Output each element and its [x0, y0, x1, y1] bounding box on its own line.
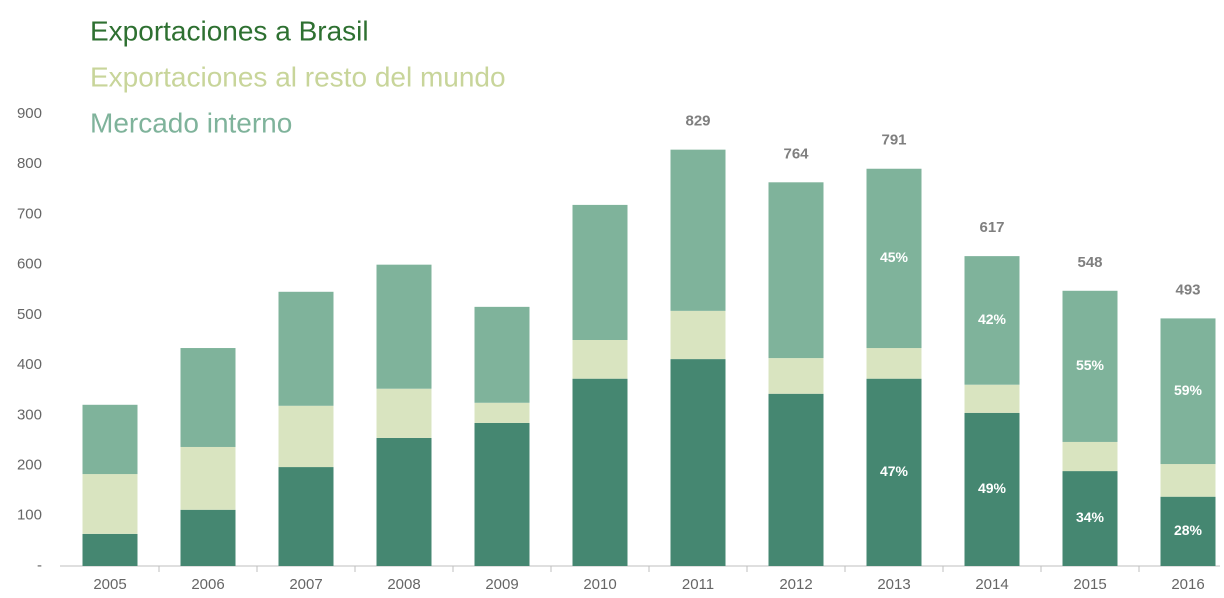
x-tick-label: 2009: [485, 576, 518, 593]
total-label: 791: [881, 132, 906, 149]
percent-label: 49%: [978, 480, 1007, 496]
y-tick-label: 400: [17, 356, 42, 373]
bar-segment: [572, 378, 628, 566]
bar-segment: [866, 348, 922, 379]
total-label: 548: [1077, 254, 1102, 271]
x-tick-label: 2005: [93, 576, 126, 593]
y-tick-label: 600: [17, 256, 42, 273]
bar-segment: [964, 256, 1020, 385]
bar-segment: [670, 359, 726, 566]
percent-label: 42%: [978, 311, 1007, 327]
bar-segment: [180, 348, 236, 447]
x-tick-label: 2010: [583, 576, 616, 593]
x-tick-label: 2016: [1171, 576, 1204, 593]
bar-segment: [572, 340, 628, 379]
legend-label: Exportaciones a Brasil: [90, 15, 369, 46]
bar-segment: [866, 378, 922, 566]
bar-segment: [1160, 464, 1216, 497]
x-tick-label: 2012: [779, 576, 812, 593]
total-label: 829: [685, 113, 710, 130]
bar-segment: [768, 182, 824, 359]
percent-label: 28%: [1174, 522, 1203, 538]
bar-segment: [82, 404, 138, 475]
bar-segment: [670, 310, 726, 360]
bar-segment: [1062, 441, 1118, 472]
x-tick-label: 2015: [1073, 576, 1106, 593]
percent-label: 34%: [1076, 509, 1105, 525]
y-tick-label: -: [37, 557, 42, 574]
percent-label: 45%: [880, 249, 909, 265]
bar-segment: [474, 306, 530, 403]
bar-segment: [1062, 471, 1118, 566]
bar-segment: [1160, 496, 1216, 566]
bar-segment: [474, 422, 530, 566]
y-tick-label: 100: [17, 507, 42, 524]
total-label: 493: [1175, 281, 1200, 298]
x-tick-label: 2006: [191, 576, 224, 593]
bar-segment: [376, 388, 432, 438]
legend-label: Mercado interno: [90, 107, 292, 138]
percent-label: 47%: [880, 463, 909, 479]
percent-label: 55%: [1076, 357, 1105, 373]
bar-segment: [278, 405, 334, 468]
bar-segment: [180, 509, 236, 566]
bar-segment: [82, 533, 138, 566]
bar-segment: [376, 264, 432, 389]
bar-segment: [180, 446, 236, 510]
total-label: 617: [979, 219, 1004, 236]
x-tick-label: 2008: [387, 576, 420, 593]
bar-segment: [670, 149, 726, 311]
bar-segment: [82, 474, 138, 534]
y-tick-label: 200: [17, 457, 42, 474]
bar-segment: [278, 291, 334, 406]
x-tick-label: 2007: [289, 576, 322, 593]
bar-segment: [768, 393, 824, 566]
bar-segment: [572, 204, 628, 340]
x-tick-label: 2013: [877, 576, 910, 593]
y-tick-label: 900: [17, 105, 42, 122]
bar-segment: [474, 402, 530, 423]
bar-segment: [964, 412, 1020, 566]
bar-segment: [278, 467, 334, 566]
y-tick-label: 300: [17, 406, 42, 423]
bar-segment: [768, 358, 824, 394]
x-tick-label: 2011: [682, 576, 714, 593]
bar-segment: [376, 437, 432, 566]
percent-label: 59%: [1174, 382, 1203, 398]
total-label: 764: [783, 145, 809, 162]
legend-label: Exportaciones al resto del mundo: [90, 61, 506, 92]
y-tick-label: 500: [17, 306, 42, 323]
bar-segment: [1062, 290, 1118, 442]
bar-segment: [1160, 318, 1216, 465]
x-tick-label: 2014: [975, 576, 1008, 593]
y-tick-label: 800: [17, 155, 42, 172]
bar-segment: [964, 384, 1020, 413]
bar-segment: [866, 168, 922, 349]
y-tick-label: 700: [17, 205, 42, 222]
